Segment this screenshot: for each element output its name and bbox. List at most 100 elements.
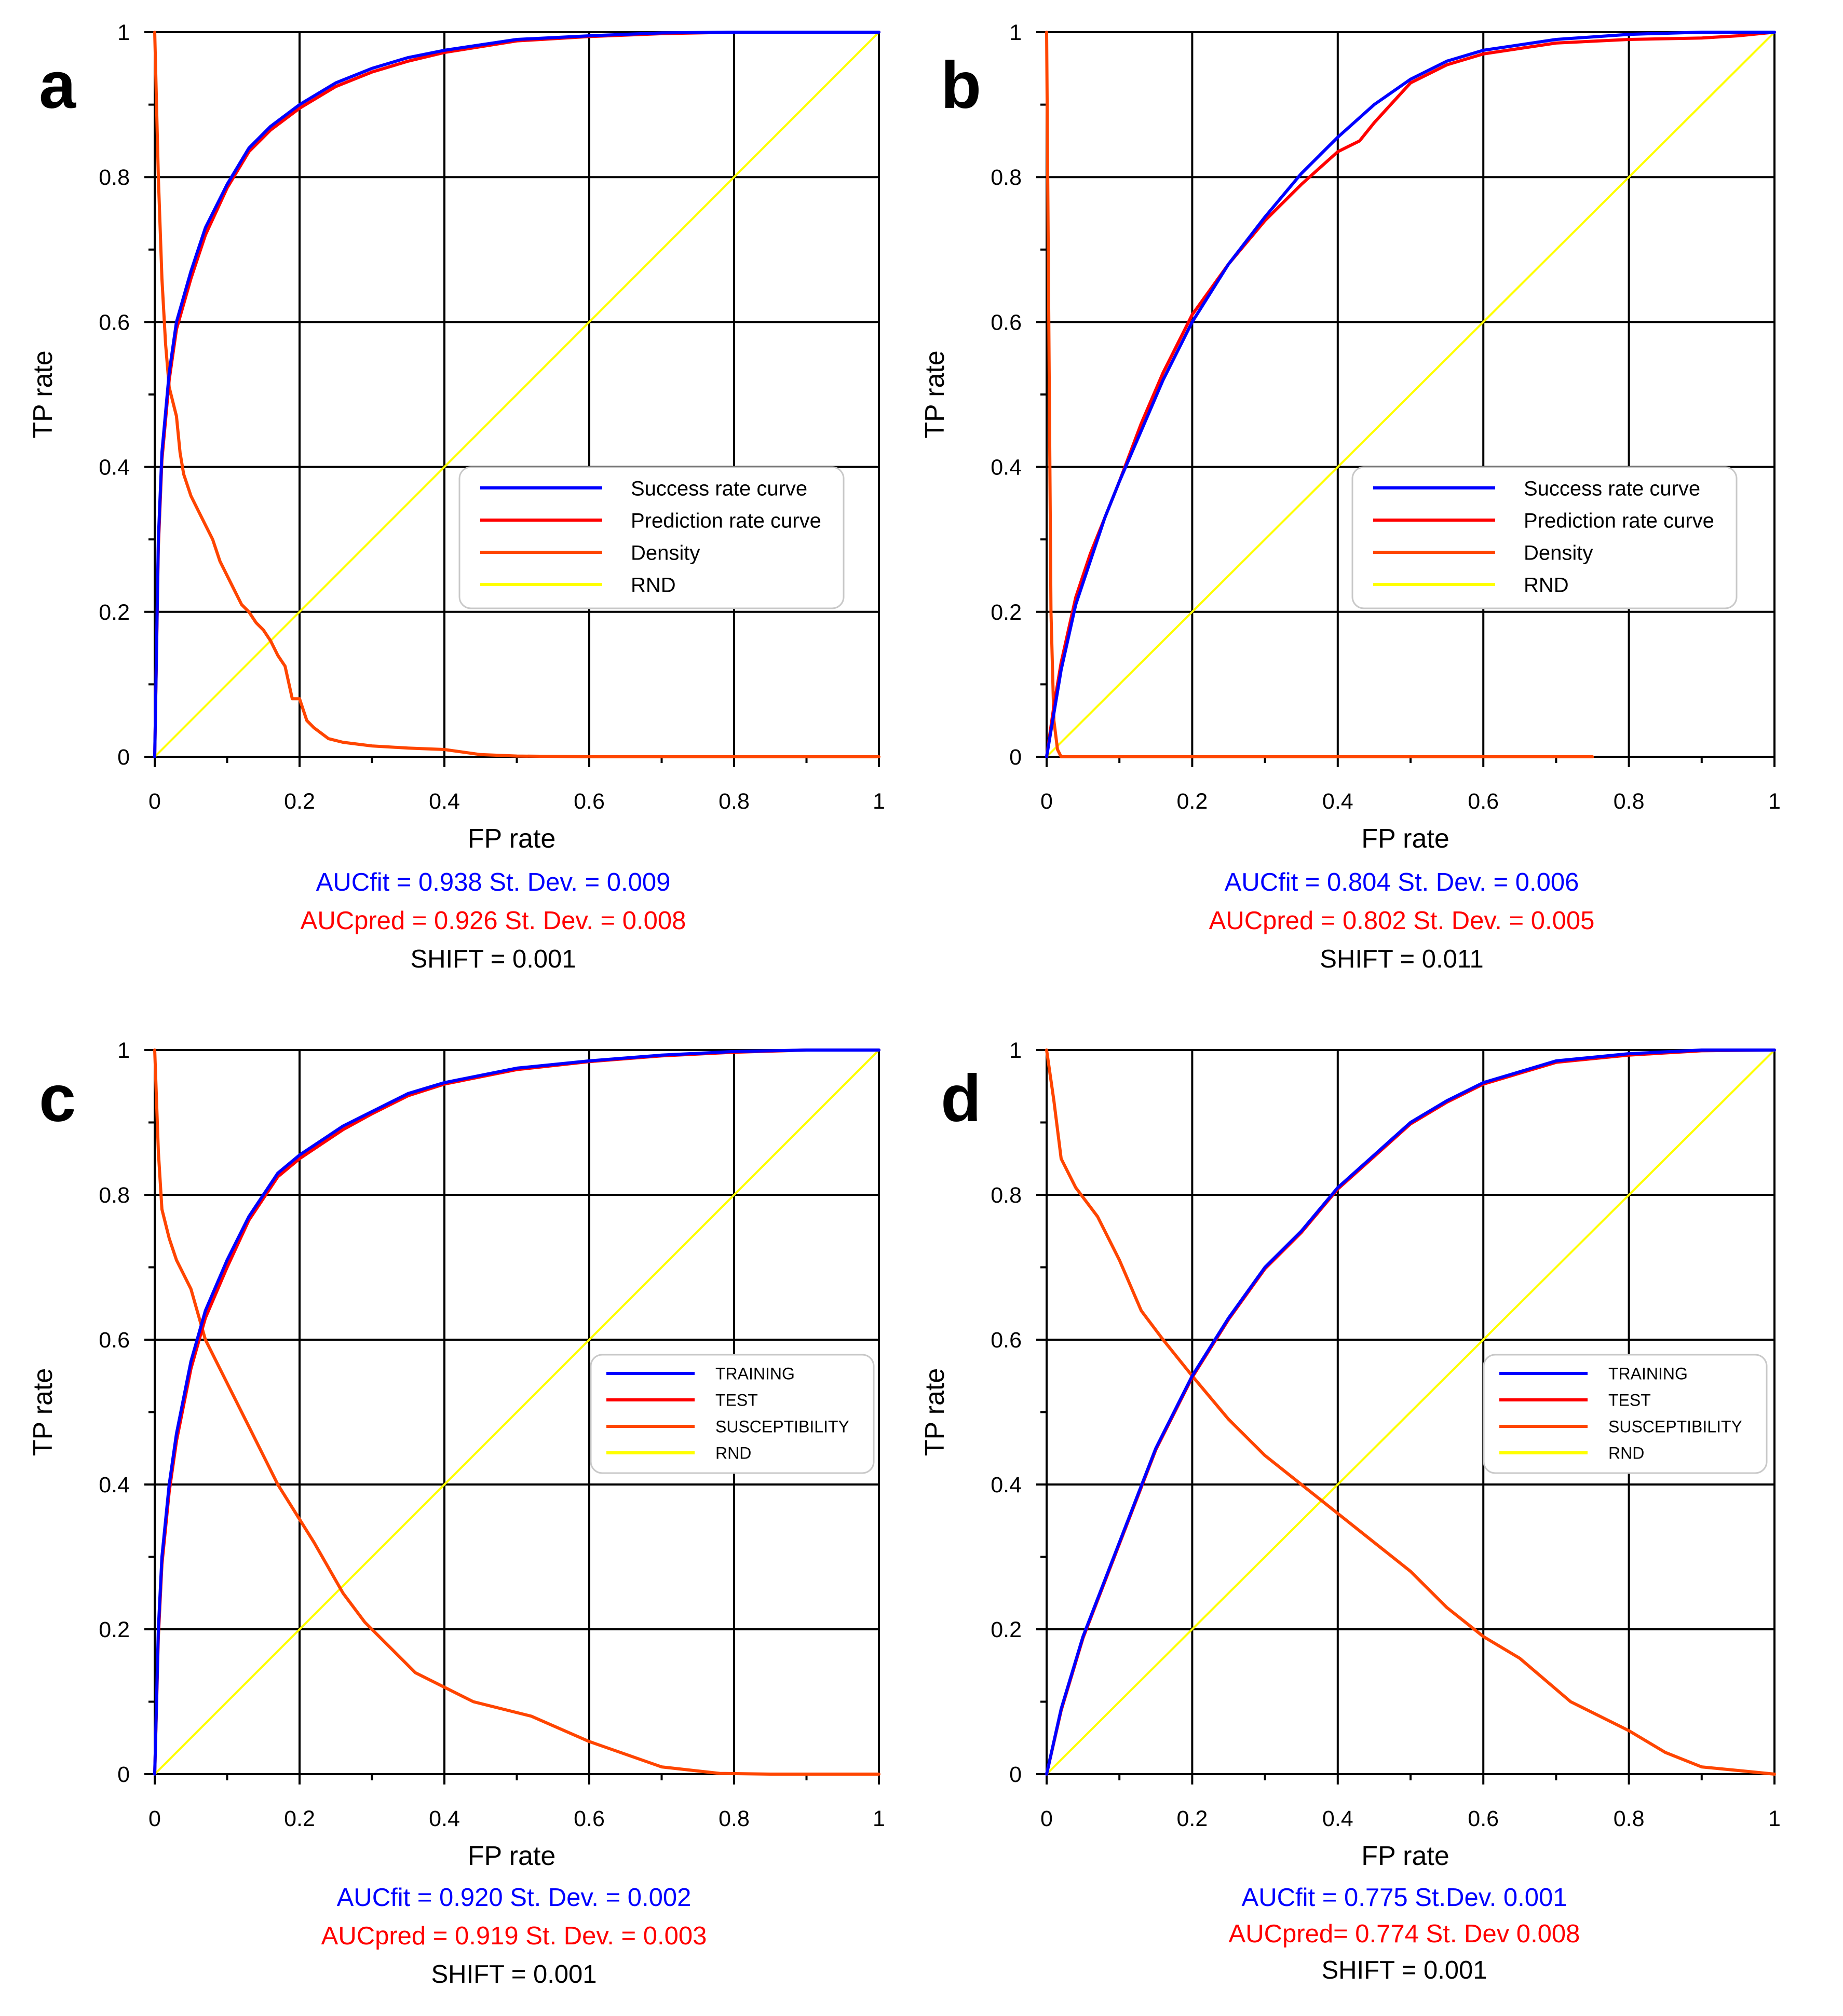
x-tick-label: 0.8 — [1614, 789, 1645, 814]
panel-c: 0 0.2 0.4 0.6 0.8 1 0 0.2 0.4 0.6 0.8 1 FP rate TP ra… — [28, 1038, 885, 1988]
ticks — [1036, 1049, 1776, 1785]
legend-label: TRAINING — [715, 1365, 795, 1383]
stat-line: AUCfit = 0.920 St. Dev. = 0.002 — [337, 1884, 692, 1912]
y-tick-label: 1 — [1009, 20, 1022, 45]
stat-line: SHIFT = 0.001 — [410, 945, 576, 973]
panel-letter: d — [941, 1061, 981, 1136]
x-tick-label: 0.6 — [574, 1806, 605, 1831]
series-rnd — [1046, 1049, 1776, 1775]
panel-letter: b — [941, 48, 981, 122]
x-tick-label: 0.2 — [284, 1806, 315, 1831]
stat-line: AUCpred= 0.774 St. Dev 0.008 — [1229, 1920, 1580, 1948]
x-tick-label: 1 — [873, 1806, 885, 1831]
legend-box — [1351, 466, 1738, 609]
panel-letter: c — [39, 1061, 76, 1136]
stat-line: AUCfit = 0.938 St. Dev. = 0.009 — [316, 868, 671, 896]
stat-line: SHIFT = 0.001 — [1321, 1956, 1487, 1984]
legend-label: TEST — [715, 1391, 758, 1410]
series-group — [1045, 31, 1776, 758]
x-tick-label: 0.2 — [1177, 789, 1208, 814]
y-axis-label: TP rate — [28, 350, 58, 439]
y-tick-label: 0.2 — [991, 600, 1022, 625]
grid — [155, 1050, 879, 1774]
series-susceptibility — [153, 1048, 880, 1776]
x-tick-label: 0.4 — [1322, 1806, 1353, 1831]
y-tick-label: 0.8 — [99, 165, 130, 190]
x-tick-label: 0.6 — [1468, 789, 1499, 814]
x-axis-label: FP rate — [468, 1841, 556, 1871]
x-tick-label: 1 — [1768, 1806, 1781, 1831]
series-density — [153, 31, 880, 758]
legend-label: Density — [631, 541, 700, 564]
legend: TRAINING TEST SUSCEPTIBILITY RND — [590, 1354, 875, 1474]
y-tick-label: 0.2 — [991, 1617, 1022, 1642]
series-success-rate-curve — [153, 31, 880, 758]
series-susceptibility — [1045, 1048, 1776, 1776]
panel-a: 0 0.2 0.4 0.6 0.8 1 0 0.2 0.4 0.6 0.8 1 FP rate TP ra… — [28, 20, 885, 973]
y-axis-label: TP rate — [920, 350, 950, 439]
legend-box — [1483, 1354, 1768, 1474]
x-tick-label: 0.6 — [1468, 1806, 1499, 1831]
series-training — [153, 1048, 880, 1776]
grid — [1047, 1050, 1774, 1774]
x-tick-label: 0 — [148, 1806, 161, 1831]
legend-label: RND — [631, 574, 676, 596]
panel-b: 0 0.2 0.4 0.6 0.8 1 0 0.2 0.4 0.6 0.8 1 FP rate TP ra… — [920, 20, 1781, 973]
y-tick-label: 1 — [117, 1038, 130, 1063]
x-tick-label: 0.8 — [719, 789, 750, 814]
y-tick-label: 0.8 — [991, 1183, 1022, 1208]
panel-d: 0 0.2 0.4 0.6 0.8 1 0 0.2 0.4 0.6 0.8 1 FP rate TP ra… — [920, 1038, 1781, 1984]
x-tick-label: 1 — [1768, 789, 1781, 814]
series-rnd — [154, 31, 880, 758]
y-tick-label: 0.4 — [99, 455, 130, 480]
legend-label: RND — [715, 1444, 751, 1463]
legend-box — [590, 1354, 875, 1474]
y-tick-label: 0.8 — [99, 1183, 130, 1208]
x-tick-label: 0.4 — [429, 789, 460, 814]
y-axis-label: TP rate — [28, 1368, 58, 1456]
y-tick-label: 0.4 — [991, 1473, 1022, 1497]
ticks — [1036, 31, 1776, 767]
x-tick-label: 0.4 — [1322, 789, 1353, 814]
stat-line: AUCpred = 0.802 St. Dev. = 0.005 — [1209, 907, 1595, 935]
stat-line: AUCpred = 0.919 St. Dev. = 0.003 — [321, 1922, 707, 1950]
ticks — [144, 31, 880, 767]
legend-label: Success rate curve — [1524, 477, 1700, 500]
y-tick-label: 0 — [117, 745, 130, 770]
y-tick-label: 0 — [117, 1762, 130, 1787]
legend-label: Prediction rate curve — [1524, 509, 1714, 532]
y-tick-label: 0.2 — [99, 600, 130, 625]
y-tick-label: 0.2 — [99, 1617, 130, 1642]
ticks — [144, 1049, 880, 1785]
x-tick-label: 0 — [148, 789, 161, 814]
x-tick-label: 0.4 — [429, 1806, 460, 1831]
x-tick-label: 0.8 — [1614, 1806, 1645, 1831]
x-tick-label: 1 — [873, 789, 885, 814]
x-tick-label: 0.8 — [719, 1806, 750, 1831]
series-rnd — [1046, 31, 1776, 758]
legend-label: SUSCEPTIBILITY — [715, 1418, 849, 1436]
legend-label: SUSCEPTIBILITY — [1608, 1418, 1742, 1436]
legend-label: RND — [1524, 574, 1569, 596]
stat-line: SHIFT = 0.001 — [431, 1960, 597, 1988]
series-training — [1045, 1048, 1776, 1776]
y-tick-label: 0.6 — [991, 310, 1022, 335]
series-success-rate-curve — [1045, 31, 1776, 758]
legend: TRAINING TEST SUSCEPTIBILITY RND — [1483, 1354, 1768, 1474]
x-axis-label: FP rate — [1361, 824, 1449, 854]
legend-label: Density — [1524, 541, 1593, 564]
legend-box — [458, 466, 845, 609]
stat-line: AUCfit = 0.804 St. Dev. = 0.006 — [1225, 868, 1579, 896]
x-tick-label: 0.2 — [284, 789, 315, 814]
series-group — [153, 31, 880, 758]
x-axis-label: FP rate — [468, 824, 556, 854]
stat-line: SHIFT = 0.011 — [1320, 945, 1484, 973]
series-group — [153, 1048, 880, 1776]
legend-label: RND — [1608, 1444, 1644, 1463]
series-prediction-rate-curve — [1045, 31, 1776, 758]
y-tick-label: 0.8 — [991, 165, 1022, 190]
series-density — [1045, 31, 1594, 758]
y-tick-label: 1 — [1009, 1038, 1022, 1063]
legend-label: Success rate curve — [631, 477, 807, 500]
